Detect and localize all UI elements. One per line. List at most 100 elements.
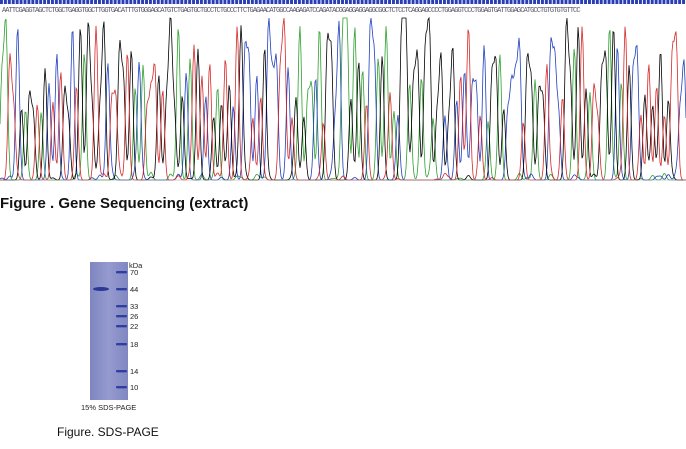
quality-bar <box>98 0 101 4</box>
quality-bar <box>395 0 399 4</box>
quality-bar <box>282 0 286 4</box>
quality-bar <box>105 0 109 4</box>
quality-bar <box>654 0 658 4</box>
quality-bar <box>595 0 599 4</box>
quality-bar <box>423 0 427 4</box>
quality-bar <box>39 0 43 4</box>
quality-bar <box>133 0 137 4</box>
quality-bar <box>101 0 105 4</box>
quality-bar <box>376 0 380 4</box>
quality-bar <box>490 0 493 4</box>
quality-bar <box>290 0 294 4</box>
quality-bar <box>231 0 235 4</box>
quality-bar <box>207 0 211 4</box>
quality-bar <box>442 0 446 4</box>
quality-bar <box>482 0 486 4</box>
marker-band <box>116 305 127 308</box>
quality-bar <box>286 0 290 4</box>
quality-bar <box>321 0 325 4</box>
quality-bar <box>576 0 580 4</box>
quality-bar <box>219 0 223 4</box>
quality-bar <box>611 0 615 4</box>
marker-label: 10 <box>130 383 139 392</box>
marker-band <box>116 343 127 346</box>
quality-bar <box>415 0 419 4</box>
quality-bar <box>211 0 215 4</box>
quality-bar <box>7 0 11 4</box>
quality-bar <box>129 0 133 4</box>
quality-bar <box>235 0 239 4</box>
quality-bar <box>372 0 376 4</box>
quality-bar <box>172 0 176 4</box>
quality-bar <box>631 0 635 4</box>
gel-background <box>90 262 128 400</box>
quality-bar <box>152 0 156 4</box>
quality-bar <box>419 0 423 4</box>
quality-bar <box>450 0 454 4</box>
quality-bar <box>113 0 117 4</box>
quality-bar <box>627 0 631 4</box>
marker-label: 33 <box>130 302 139 311</box>
quality-bar <box>619 0 623 4</box>
quality-bar <box>258 0 262 4</box>
marker-band <box>116 271 127 274</box>
quality-bar <box>239 0 243 4</box>
quality-bar <box>588 0 591 4</box>
quality-bar <box>521 0 525 4</box>
quality-bar <box>278 0 282 4</box>
quality-bar <box>78 0 82 4</box>
quality-bar <box>517 0 521 4</box>
quality-bar <box>137 0 141 4</box>
quality-bar <box>3 0 7 4</box>
quality-bar <box>474 0 478 4</box>
quality-bar <box>446 0 450 4</box>
quality-bar <box>548 0 552 4</box>
quality-bar <box>392 0 395 4</box>
quality-bar <box>348 0 352 4</box>
quality-bar <box>533 0 537 4</box>
quality-bar <box>58 0 62 4</box>
quality-bar <box>607 0 611 4</box>
quality-bar <box>540 0 544 4</box>
quality-bar <box>305 0 309 4</box>
sds-page-caption: Figure. SDS-PAGE <box>57 425 159 439</box>
sequencing-chromatogram <box>0 0 686 181</box>
quality-bar <box>215 0 219 4</box>
quality-bar <box>145 0 148 4</box>
marker-band <box>116 370 127 373</box>
quality-bar <box>325 0 329 4</box>
quality-bar <box>458 0 462 4</box>
quality-bar <box>674 0 678 4</box>
quality-bar <box>199 0 203 4</box>
quality-bar <box>525 0 529 4</box>
quality-bar <box>31 0 35 4</box>
quality-bar <box>141 0 145 4</box>
quality-bar <box>552 0 556 4</box>
quality-bar <box>341 0 344 4</box>
quality-bar <box>329 0 333 4</box>
gene-sequencing-caption: Figure . Gene Sequencing (extract) <box>0 195 249 212</box>
quality-bar <box>27 0 31 4</box>
quality-bar <box>184 0 188 4</box>
quality-bar <box>270 0 274 4</box>
quality-bar <box>642 0 646 4</box>
quality-bar <box>188 0 192 4</box>
quality-bar <box>192 0 196 4</box>
quality-bar <box>109 0 113 4</box>
quality-bar <box>388 0 392 4</box>
quality-bar <box>50 0 54 4</box>
quality-bar <box>11 0 15 4</box>
quality-bar <box>15 0 19 4</box>
quality-bar <box>43 0 47 4</box>
quality-bar <box>297 0 301 4</box>
sds-page-gel <box>90 262 128 400</box>
quality-bar <box>313 0 317 4</box>
marker-label: 18 <box>130 340 139 349</box>
quality-bar <box>223 0 227 4</box>
quality-bar <box>266 0 270 4</box>
quality-bar <box>603 0 607 4</box>
quality-bar <box>501 0 505 4</box>
quality-bar <box>86 0 90 4</box>
quality-bar <box>537 0 540 4</box>
kda-unit-label: kDa <box>129 261 143 270</box>
